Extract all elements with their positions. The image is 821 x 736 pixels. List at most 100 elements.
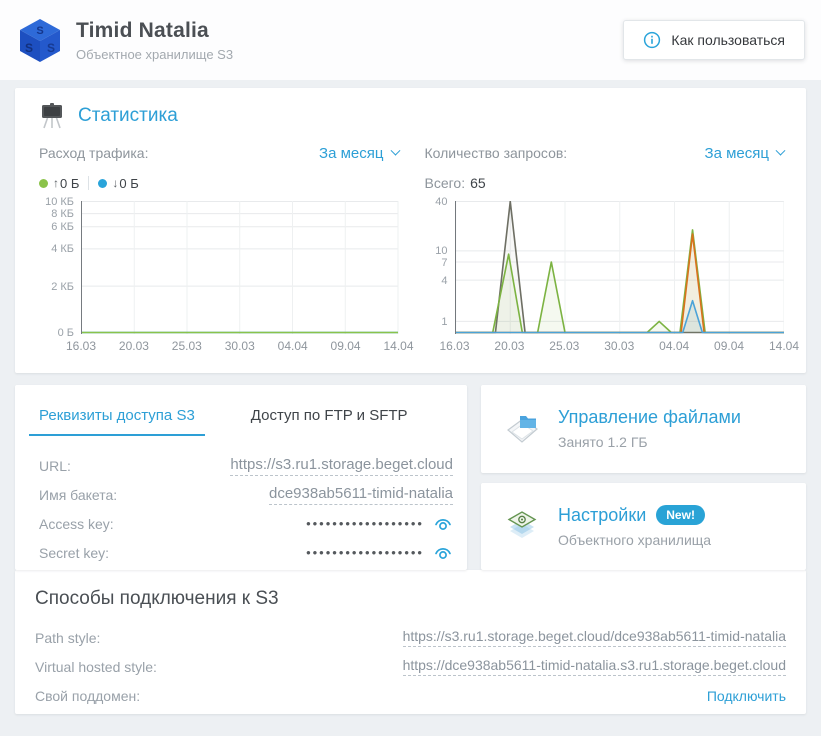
y-tick-label: 40 xyxy=(435,196,448,208)
y-tick-label: 4 xyxy=(441,275,448,287)
eye-icon xyxy=(435,548,451,559)
statistics-title: Статистика xyxy=(78,104,178,126)
requests-period-value: За месяц xyxy=(704,144,769,162)
statistics-icon xyxy=(39,102,65,129)
credentials-panel: Реквизиты доступа S3 Доступ по FTP и SFT… xyxy=(15,385,467,570)
y-tick-label: 7 xyxy=(441,257,448,269)
file-manager-icon xyxy=(501,408,543,450)
requests-x-axis: 16.03 20.03 25.03 30.03 04.04 09.04 14.04 xyxy=(439,334,799,354)
how-to-use-label: Как пользоваться xyxy=(671,32,785,48)
upload-legend-value: 0 Б xyxy=(60,175,80,191)
svg-text:S: S xyxy=(36,25,43,37)
svg-text:S: S xyxy=(47,41,55,55)
url-row: URL: https://s3.ru1.storage.beget.cloud xyxy=(39,451,453,480)
x-tick-label: 16.03 xyxy=(439,339,470,353)
settings-title: Настройки xyxy=(558,504,647,525)
path-style-row: Path style: https://s3.ru1.storage.beget… xyxy=(35,623,786,652)
y-tick-label: 0 Б xyxy=(57,327,74,339)
show-secret-key-button[interactable] xyxy=(433,545,453,560)
traffic-y-axis: 10 КБ 8 КБ 6 КБ 4 КБ 2 КБ 0 Б xyxy=(39,196,81,339)
page-title: Timid Natalia xyxy=(76,18,209,42)
requests-total: Всего: 65 xyxy=(425,171,785,195)
traffic-chart: Расход трафика: За месяц ↑ 0 Б ↓ 0 Б 10 … xyxy=(39,142,414,354)
tab-ftp-sftp[interactable]: Доступ по FTP и SFTP xyxy=(250,407,408,424)
secret-key-row: Secret key: •••••••••••••••••• xyxy=(39,538,453,567)
traffic-x-axis: 16.03 20.03 25.03 30.03 04.04 09.04 14.04 xyxy=(66,334,414,354)
how-to-use-button[interactable]: Как пользоваться xyxy=(623,20,805,60)
up-arrow-icon: ↑ xyxy=(53,176,59,190)
x-tick-label: 20.03 xyxy=(118,339,149,353)
credentials-tabs: Реквизиты доступа S3 Доступ по FTP и SFT… xyxy=(29,403,453,436)
access-key-label: Access key: xyxy=(39,515,114,532)
total-label: Всего: xyxy=(424,175,466,191)
new-badge: New! xyxy=(656,505,705,526)
x-tick-label: 09.04 xyxy=(330,339,361,353)
y-tick-label: 8 КБ xyxy=(51,208,74,220)
y-tick-label: 1 xyxy=(441,316,448,328)
path-style-label: Path style: xyxy=(35,629,101,646)
settings-chip-icon xyxy=(501,505,543,547)
connect-subdomain-link[interactable]: Подключить xyxy=(706,687,786,704)
virtual-hosted-style-label: Virtual hosted style: xyxy=(35,658,157,675)
url-value[interactable]: https://s3.ru1.storage.beget.cloud xyxy=(230,456,453,476)
connection-methods-panel: Способы подключения к S3 Path style: htt… xyxy=(15,570,806,714)
traffic-period-dropdown[interactable]: За месяц xyxy=(319,144,400,162)
chevron-down-icon xyxy=(390,145,400,156)
x-tick-label: 30.03 xyxy=(604,339,635,353)
x-tick-label: 30.03 xyxy=(224,339,255,353)
requests-period-dropdown[interactable]: За месяц xyxy=(704,144,786,162)
virtual-hosted-style-row: Virtual hosted style: https://dce938ab56… xyxy=(35,652,786,681)
bucket-label: Имя бакета: xyxy=(39,486,118,503)
x-tick-label: 14.04 xyxy=(768,339,800,353)
upload-legend-marker xyxy=(39,178,48,188)
show-access-key-button[interactable] xyxy=(433,516,453,531)
y-tick-label: 4 КБ xyxy=(51,243,74,255)
y-tick-label: 10 xyxy=(435,245,448,257)
virtual-hosted-style-value[interactable]: https://dce938ab5611-timid-natalia.s3.ru… xyxy=(402,657,786,676)
down-arrow-icon: ↓ xyxy=(112,176,119,190)
y-tick-label: 6 КБ xyxy=(51,221,74,233)
x-tick-label: 25.03 xyxy=(549,339,580,353)
traffic-period-value: За месяц xyxy=(319,144,384,162)
requests-y-axis: 40 10 7 4 1 xyxy=(425,196,455,334)
s3-cube-icon: S S S xyxy=(16,16,64,64)
x-tick-label: 09.04 xyxy=(714,339,745,353)
traffic-label: Расход трафика: xyxy=(39,145,149,161)
custom-subdomain-row: Свой поддомен: Подключить xyxy=(35,681,786,710)
requests-plot xyxy=(454,201,784,334)
traffic-legend: ↑ 0 Б ↓ 0 Б xyxy=(39,171,399,195)
y-tick-label: 10 КБ xyxy=(45,196,74,208)
tab-s3-credentials[interactable]: Реквизиты доступа S3 xyxy=(29,403,205,436)
custom-subdomain-label: Свой поддомен: xyxy=(35,687,141,704)
file-manager-title: Управление файлами xyxy=(558,407,741,428)
chevron-down-icon xyxy=(775,145,786,156)
page-subtitle: Объектное хранилище S3 xyxy=(76,46,234,62)
info-icon xyxy=(643,31,661,49)
path-style-value[interactable]: https://s3.ru1.storage.beget.cloud/dce93… xyxy=(402,628,786,647)
access-key-row: Access key: •••••••••••••••••• xyxy=(39,509,453,538)
bucket-row: Имя бакета: dce938ab5611-timid-natalia xyxy=(39,480,453,509)
download-legend-marker xyxy=(98,178,108,188)
url-label: URL: xyxy=(39,457,71,474)
eye-icon xyxy=(435,519,451,530)
settings-card[interactable]: Настройки New! Объектного хранилища xyxy=(481,482,806,570)
x-tick-label: 04.04 xyxy=(277,339,308,353)
x-tick-label: 04.04 xyxy=(659,339,690,353)
connection-methods-title: Способы подключения к S3 xyxy=(35,588,279,609)
x-tick-label: 16.03 xyxy=(65,339,97,353)
y-tick-label: 2 КБ xyxy=(51,281,74,293)
access-key-value: •••••••••••••••••• xyxy=(306,516,424,531)
file-manager-usage: Занято 1.2 ГБ xyxy=(558,434,648,451)
x-tick-label: 25.03 xyxy=(171,339,202,353)
svg-text:S: S xyxy=(25,41,33,55)
requests-label: Количество запросов: xyxy=(424,145,568,161)
bucket-value[interactable]: dce938ab5611-timid-natalia xyxy=(268,485,453,505)
total-value: 65 xyxy=(470,175,486,191)
header: S S S Timid Natalia Объектное хранилище … xyxy=(0,0,821,80)
requests-chart: Количество запросов: За месяц Всего: 65 … xyxy=(424,142,800,354)
secret-key-value: •••••••••••••••••• xyxy=(306,545,424,560)
legend-divider xyxy=(88,176,90,190)
traffic-plot xyxy=(81,201,399,334)
file-manager-card[interactable]: Управление файлами Занято 1.2 ГБ xyxy=(481,385,806,473)
download-legend-value: 0 Б xyxy=(119,175,139,191)
